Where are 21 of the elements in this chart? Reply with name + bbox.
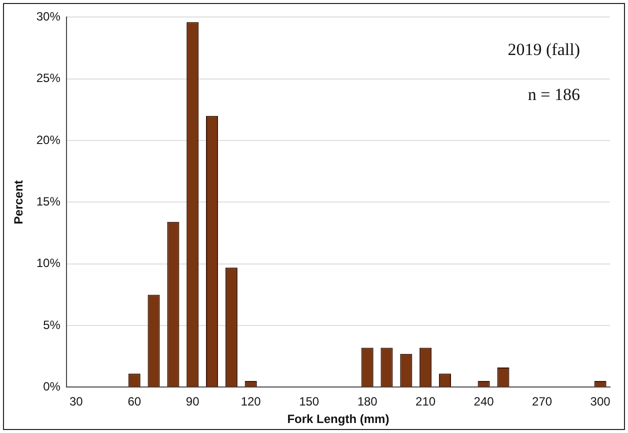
y-tick-label: 20% — [36, 132, 61, 147]
y-tick-label: 30% — [36, 10, 61, 24]
annotation: n = 186 — [528, 85, 580, 104]
x-tick-label: 120 — [240, 394, 262, 409]
x-tick-label: 60 — [128, 394, 142, 409]
y-tick-label: 0% — [43, 380, 61, 394]
y-tick-label: 25% — [36, 71, 61, 86]
x-tick-label: 150 — [299, 394, 320, 409]
x-tick-label: 180 — [357, 394, 378, 409]
x-tick-label: 210 — [416, 394, 436, 409]
y-tick-label: 15% — [36, 194, 61, 209]
x-tick-label: 240 — [474, 394, 494, 409]
x-tick-label: 270 — [532, 394, 552, 409]
y-tick-label: 10% — [36, 256, 61, 270]
y-tick-label: 5% — [43, 318, 61, 332]
y-axis-title: Percent — [12, 180, 26, 224]
x-tick-label: 30 — [69, 394, 84, 409]
x-tick-label: 90 — [186, 394, 200, 409]
annotation: 2019 (fall) — [508, 40, 580, 60]
x-axis-title: Fork Length (mm) — [287, 412, 390, 426]
x-tick-label: 300 — [590, 394, 611, 409]
